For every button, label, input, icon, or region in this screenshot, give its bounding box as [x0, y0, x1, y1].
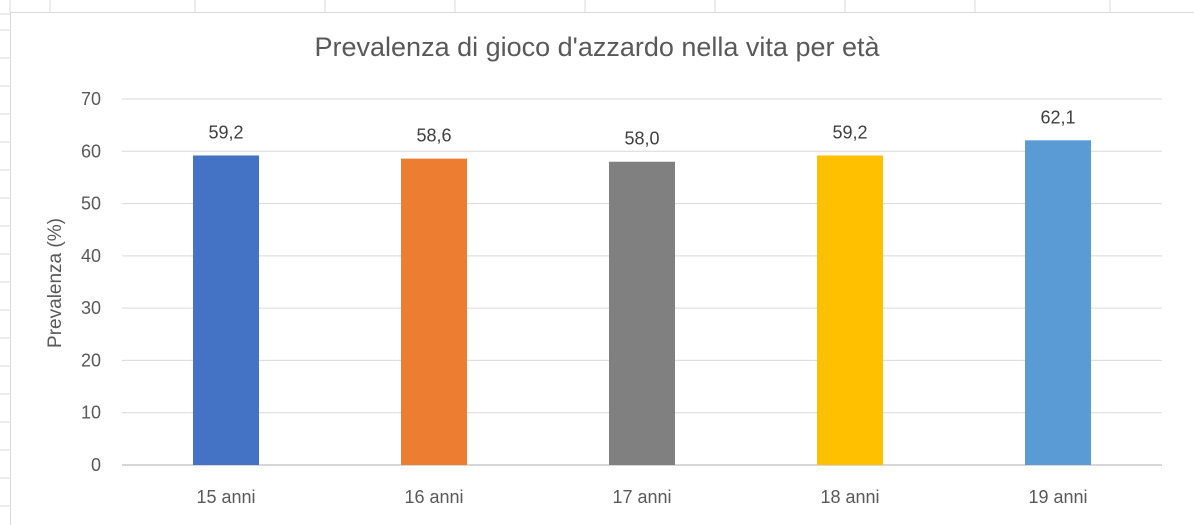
- x-tick-label: 16 anni: [404, 487, 463, 507]
- y-tick-label: 50: [81, 194, 101, 214]
- x-axis-ticks: 15 anni 16 anni 17 anni 18 anni 19 anni: [196, 487, 1087, 507]
- y-tick-label: 10: [81, 403, 101, 423]
- x-tick-label: 15 anni: [196, 487, 255, 507]
- x-tick-label: 18 anni: [820, 487, 879, 507]
- data-label: 59,2: [832, 122, 867, 142]
- bar[interactable]: [1025, 140, 1091, 465]
- data-labels: 59,2 58,6 58,0 59,2 62,1: [208, 107, 1075, 148]
- y-axis-label: Prevalenza (%): [45, 218, 66, 348]
- bars: [193, 140, 1091, 465]
- y-tick-label: 70: [81, 89, 101, 109]
- y-tick-label: 60: [81, 141, 101, 161]
- bar[interactable]: [817, 155, 883, 465]
- y-tick-label: 20: [81, 350, 101, 370]
- data-label: 62,1: [1040, 107, 1075, 127]
- chart-title: Prevalenza di gioco d'azzardo nella vita…: [315, 32, 881, 62]
- y-axis-ticks: 0 10 20 30 40 50 60 70: [81, 89, 101, 475]
- bar[interactable]: [401, 158, 467, 465]
- y-tick-label: 0: [91, 455, 101, 475]
- bar[interactable]: [609, 161, 675, 465]
- y-tick-label: 30: [81, 298, 101, 318]
- data-label: 59,2: [208, 122, 243, 142]
- x-tick-label: 19 anni: [1028, 487, 1087, 507]
- data-label: 58,6: [416, 126, 451, 146]
- data-label: 58,0: [624, 129, 659, 149]
- bar[interactable]: [193, 155, 259, 465]
- y-tick-label: 40: [81, 246, 101, 266]
- x-tick-label: 17 anni: [612, 487, 671, 507]
